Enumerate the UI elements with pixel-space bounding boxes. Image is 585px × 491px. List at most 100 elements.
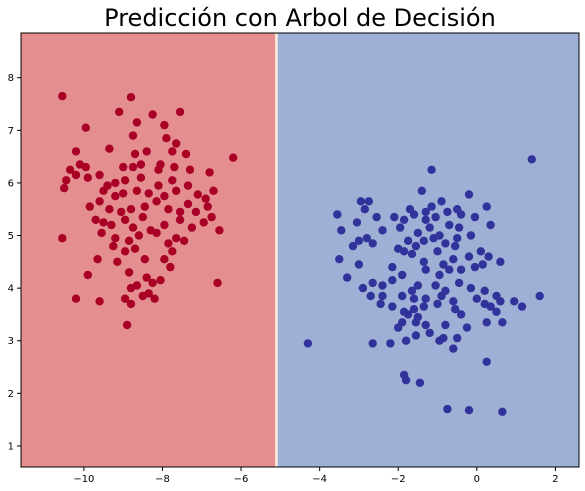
data-point-class-1 — [172, 234, 181, 243]
data-point-class-1 — [115, 107, 124, 117]
data-point-class-2 — [401, 376, 411, 385]
y-tick-label: 2 — [8, 389, 14, 400]
data-point-class-1 — [99, 186, 108, 195]
data-point-class-1 — [91, 215, 100, 224]
x-axis: −10 −8 −6 −4 −2 0 2 — [73, 467, 559, 485]
data-point-class-1 — [170, 162, 179, 172]
data-point-class-1 — [213, 278, 222, 288]
data-point-class-2 — [484, 252, 493, 261]
y-tick-label: 6 — [8, 178, 14, 189]
data-point-class-2 — [411, 331, 421, 340]
data-point-class-1 — [99, 218, 108, 227]
data-point-class-1 — [134, 231, 144, 240]
data-point-class-2 — [453, 234, 462, 243]
data-point-class-2 — [368, 239, 377, 248]
data-point-class-2 — [456, 210, 466, 219]
data-point-class-2 — [398, 270, 407, 280]
data-point-class-1 — [61, 176, 71, 185]
data-point-class-1 — [81, 162, 91, 172]
data-point-class-2 — [337, 226, 346, 235]
data-point-class-1 — [85, 202, 95, 211]
data-point-class-2 — [425, 223, 434, 232]
decision-region-2 — [276, 33, 579, 467]
data-point-class-1 — [119, 189, 128, 198]
data-point-class-1 — [83, 270, 93, 280]
data-point-class-2 — [429, 234, 438, 243]
data-point-class-2 — [496, 257, 505, 266]
data-point-class-1 — [140, 255, 149, 264]
data-point-class-1 — [172, 139, 181, 148]
data-point-class-1 — [154, 181, 163, 190]
data-point-class-2 — [462, 323, 472, 332]
data-point-class-1 — [93, 255, 102, 264]
data-point-class-2 — [517, 302, 527, 311]
data-point-class-2 — [419, 257, 428, 266]
data-point-class-1 — [128, 162, 138, 172]
x-tick-label: −6 — [234, 474, 249, 485]
data-point-class-1 — [215, 226, 224, 235]
data-point-class-1 — [124, 236, 134, 245]
data-point-class-2 — [486, 302, 495, 311]
data-point-class-2 — [303, 339, 313, 348]
data-point-class-1 — [109, 241, 118, 251]
data-point-class-2 — [352, 218, 362, 227]
y-tick-label: 8 — [8, 73, 14, 84]
data-point-class-1 — [205, 168, 214, 177]
data-point-class-2 — [399, 247, 409, 256]
data-point-class-2 — [376, 299, 385, 309]
data-point-class-2 — [431, 212, 440, 222]
data-point-class-1 — [136, 160, 146, 169]
data-point-class-2 — [411, 318, 421, 327]
data-point-class-2 — [464, 406, 474, 415]
data-point-class-1 — [58, 91, 67, 101]
decision-regions — [21, 33, 579, 467]
data-point-class-1 — [199, 218, 208, 227]
data-point-class-1 — [187, 223, 197, 232]
data-point-class-1 — [128, 223, 138, 232]
data-point-class-1 — [111, 191, 120, 201]
data-point-class-2 — [451, 305, 460, 314]
x-tick-label: −2 — [391, 474, 406, 485]
data-point-class-1 — [209, 186, 218, 195]
data-point-class-1 — [181, 149, 191, 159]
data-point-class-2 — [443, 404, 452, 414]
data-point-class-2 — [435, 336, 444, 345]
data-point-class-2 — [409, 305, 419, 314]
data-point-class-1 — [120, 294, 130, 303]
data-point-class-1 — [113, 257, 122, 266]
data-point-class-2 — [413, 228, 423, 238]
data-point-class-2 — [399, 215, 409, 224]
data-point-class-2 — [498, 407, 507, 416]
data-point-class-2 — [388, 302, 397, 311]
data-point-class-1 — [168, 247, 177, 256]
data-points — [58, 91, 544, 416]
data-point-class-2 — [433, 299, 442, 309]
data-point-class-1 — [150, 294, 159, 303]
y-tick-label: 3 — [8, 336, 14, 347]
data-point-class-1 — [120, 176, 130, 185]
data-point-class-1 — [95, 170, 104, 180]
y-tick-label: 7 — [8, 126, 14, 137]
data-point-class-2 — [419, 302, 428, 311]
data-point-class-2 — [431, 281, 440, 290]
data-point-class-1 — [164, 205, 173, 214]
data-point-class-1 — [172, 186, 181, 195]
data-point-class-2 — [449, 255, 458, 264]
data-point-class-2 — [333, 210, 342, 219]
data-point-class-2 — [472, 294, 481, 303]
data-point-class-2 — [360, 205, 369, 214]
data-point-class-1 — [130, 149, 140, 159]
y-tick-label: 4 — [8, 284, 14, 295]
data-point-class-2 — [535, 291, 544, 301]
data-point-class-1 — [120, 247, 130, 256]
data-point-class-2 — [425, 328, 434, 338]
data-point-class-2 — [451, 241, 460, 251]
data-point-class-2 — [478, 260, 487, 269]
data-point-class-1 — [183, 199, 193, 209]
data-point-class-2 — [343, 273, 352, 282]
data-point-class-1 — [126, 205, 136, 214]
data-point-class-2 — [480, 286, 489, 295]
data-point-class-1 — [71, 294, 81, 303]
data-point-class-2 — [407, 249, 417, 259]
